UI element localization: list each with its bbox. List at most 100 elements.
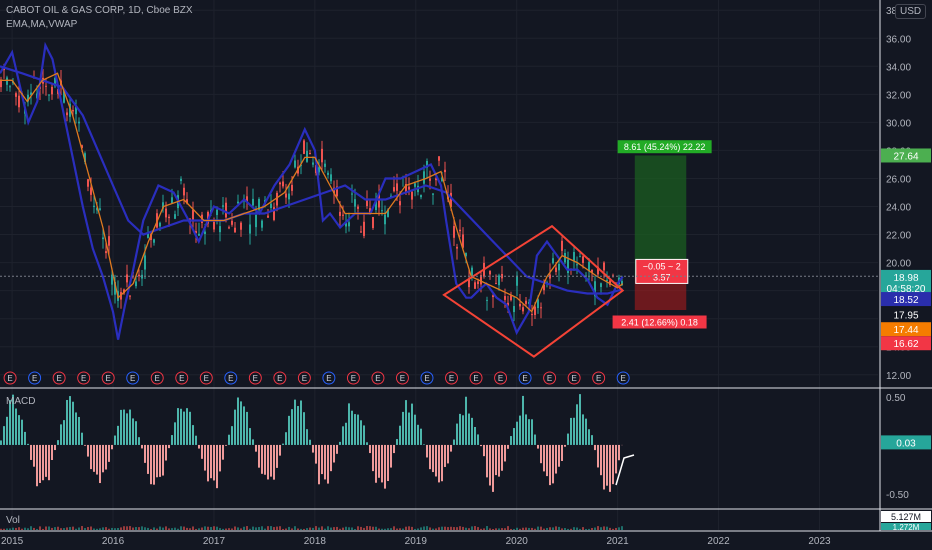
macd-label[interactable]: MACD [6,396,36,407]
price-tag-label: 04:58:20 [887,284,926,295]
price-tag-label: 18.52 [893,295,918,306]
macd-bar [441,444,443,482]
candle-body [552,258,554,264]
macd-bar [9,400,11,445]
volume-bar [192,526,194,530]
macd-bar [501,444,503,471]
symbol-title[interactable]: CABOT OIL & GAS CORP, 1D, Cboe BZX [6,5,193,16]
macd-bar [576,404,578,445]
x-axis-label: 2022 [707,536,730,547]
candle-body [561,240,563,251]
volume-bar [153,527,155,530]
volume-bar [78,527,80,530]
macd-bar [396,439,398,445]
candle-body [45,85,47,87]
macd-bar [543,444,545,472]
volume-bar [24,527,26,530]
candle-body [558,263,560,271]
macd-bar [186,408,188,445]
candle-body [567,259,569,274]
macd-bar [462,415,464,445]
volume-label[interactable]: Vol [6,515,20,526]
indicator-legend[interactable]: EMA,MA,VWAP [6,19,78,30]
candle-body [573,252,575,261]
candle-body [393,187,395,192]
volume-bar [180,526,182,530]
volume-bar [570,528,572,530]
macd-bar [24,431,26,445]
volume-bar [90,526,92,530]
price-tag [881,336,931,351]
candle-body [0,79,2,88]
earnings-marker-label: E [473,374,478,383]
volume-bar [348,527,350,530]
moving-average-line [0,65,623,295]
candle-body [507,302,509,306]
profit-zone [634,155,687,277]
volume-bar [213,526,215,530]
earnings-marker [395,371,409,385]
macd-bar [21,419,23,445]
macd-bar [87,444,89,457]
volume-bar [63,528,65,530]
earnings-marker [273,371,287,385]
candle-body [555,267,557,272]
price-tag-label: 17.95 [893,310,918,321]
volume-bar [267,526,269,530]
currency-button[interactable]: USD [895,4,927,19]
candle-body [285,193,287,198]
macd-bar [393,444,395,454]
volume-tag-label: 5.127M [891,512,921,522]
volume-bar [237,527,239,530]
candle-body [519,303,521,307]
candle-body [342,214,344,216]
macd-bar [447,444,449,464]
volume-bar [186,527,188,530]
macd-bar [54,444,56,451]
stop-label: 2.41 (12.66%) 0.18 [621,317,698,327]
candle-body [597,266,599,275]
candle-body [312,162,314,165]
volume-bar [510,528,512,530]
candle-body [429,178,431,181]
macd-value-tag [881,435,931,450]
candle-body [192,209,194,222]
volume-bar [606,526,608,530]
volume-bar [513,528,515,530]
candle-body [15,93,17,97]
macd-bar [402,411,404,445]
volume-bar [54,527,56,530]
volume-bar [342,527,344,530]
candle-body [363,221,365,236]
volume-bar [378,528,380,530]
volume-bar [126,526,128,530]
candle-body [276,192,278,206]
candle-body [51,86,53,95]
volume-bar [72,526,74,530]
candle-body [537,299,539,309]
candle-body [96,207,98,211]
candle-body [81,145,83,148]
volume-bar [216,526,218,530]
price-tick-label: 12.00 [886,371,911,382]
candle-body [621,281,623,286]
price-tag-label: 27.64 [893,151,918,162]
macd-bar [126,413,128,445]
macd-bar [192,425,194,445]
volume-bar [537,526,539,530]
macd-bar [33,444,35,467]
candle-body [375,201,377,211]
volume-tag-2 [881,523,931,530]
candle-body [348,222,350,227]
volume-bar [162,527,164,530]
volume-bar [600,527,602,530]
macd-bar [165,444,167,461]
macd-bar [567,433,569,445]
volume-bar [60,528,62,530]
earnings-marker [322,371,336,385]
macd-bar [273,444,275,480]
volume-bar [369,526,371,530]
macd-bar [327,444,329,484]
